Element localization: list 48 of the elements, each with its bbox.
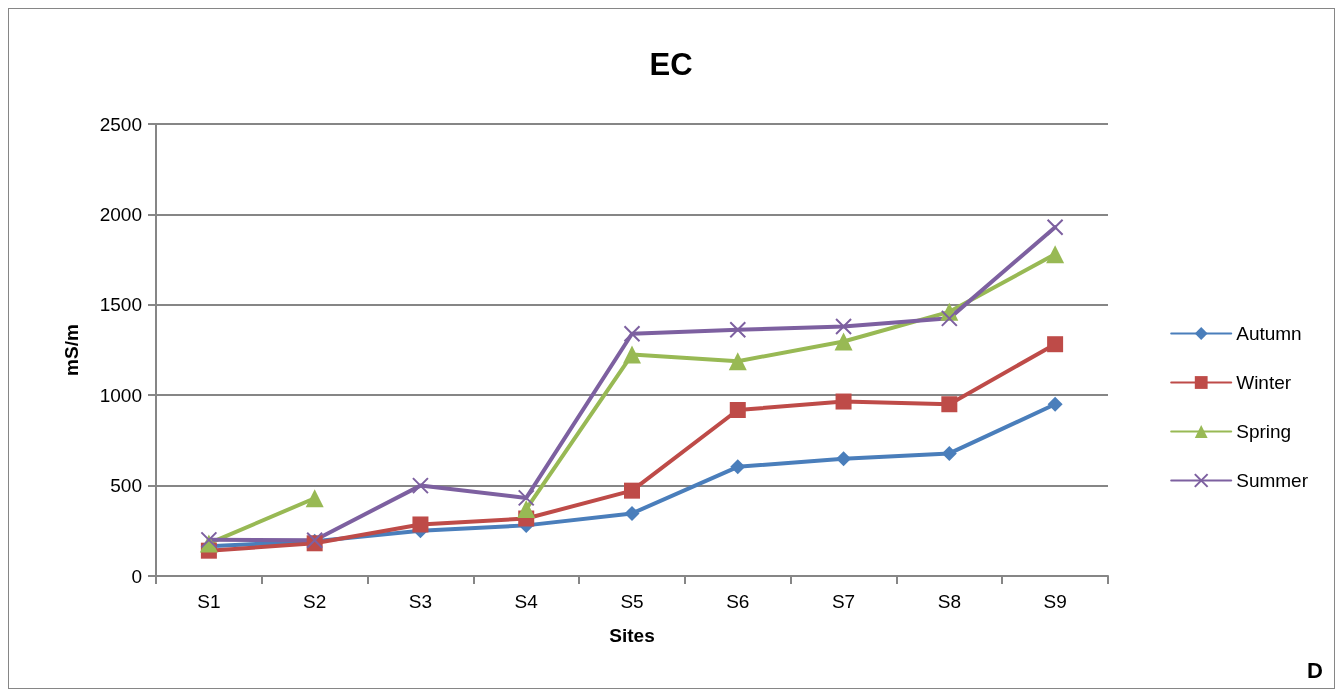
legend-label: Summer [1236,470,1309,491]
y-tick-label: 0 [131,565,142,587]
legend-label: Winter [1236,372,1292,393]
point [517,489,535,507]
x-tick-label: S6 [726,591,750,612]
point [624,482,640,499]
x-tick-label: S2 [303,591,327,612]
chart-title: EC [649,47,693,82]
point [835,393,852,410]
point [940,309,958,327]
legend-label: Autumn [1236,323,1302,344]
x-tick-label: S8 [937,591,961,612]
point [412,516,429,533]
x-tick-label: S4 [514,591,539,612]
y-tick-label: 2500 [99,113,142,135]
y-tick-label: 2000 [99,203,142,225]
x-tick-label: S7 [831,591,856,612]
point [623,345,641,364]
point [941,396,958,413]
point [835,318,853,335]
point [1046,218,1064,236]
point [729,402,746,419]
point [941,445,957,461]
y-tick-label: 500 [110,475,142,497]
point [1047,396,1063,412]
point [836,451,852,467]
x-tick-label: S3 [408,591,433,612]
legend-label: Spring [1236,421,1292,442]
point [624,505,640,521]
point [728,352,747,371]
point [517,500,536,519]
point [730,459,746,475]
text: D [1307,657,1323,683]
y-tick-label: 1000 [99,384,142,406]
point [1046,245,1065,264]
y-axis-title: mS/m [61,324,82,376]
y-tick-label: 1500 [99,294,142,316]
x-tick-label: S9 [1043,591,1067,612]
point [729,321,747,339]
point [411,477,429,495]
point [623,325,641,343]
point [834,332,853,351]
point [200,531,218,549]
x-tick-label: S1 [197,591,221,612]
x-axis-title: Sites [609,625,655,646]
point [305,489,324,508]
x-tick-label: S5 [620,591,644,612]
point [1047,336,1064,353]
